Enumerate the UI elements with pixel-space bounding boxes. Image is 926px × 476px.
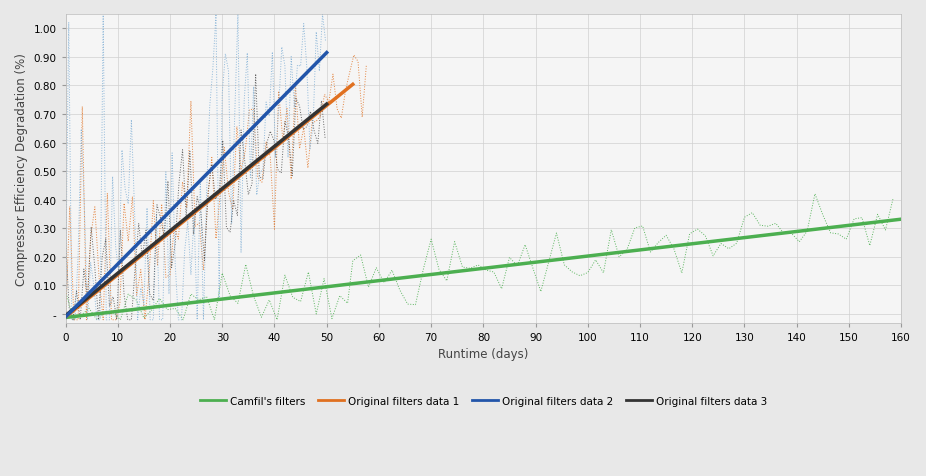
Legend: Camfil's filters, Original filters data 1, Original filters data 2, Original fil: Camfil's filters, Original filters data … (195, 392, 771, 410)
Y-axis label: Compressor Efficiency Degradation (%): Compressor Efficiency Degradation (%) (15, 53, 28, 285)
X-axis label: Runtime (days): Runtime (days) (438, 347, 529, 360)
